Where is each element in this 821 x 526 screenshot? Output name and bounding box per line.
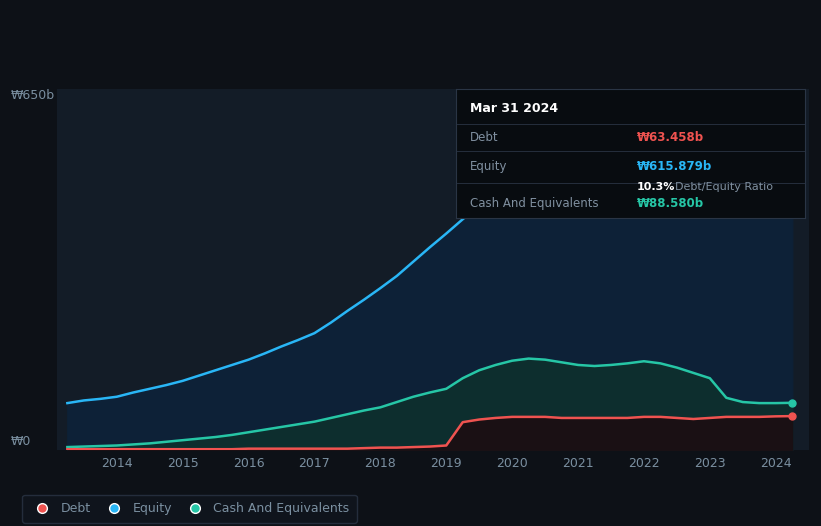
Text: ₩650b: ₩650b [11,89,55,103]
Text: ₩88.580b: ₩88.580b [637,197,704,210]
Text: ₩63.458b: ₩63.458b [637,132,704,144]
Text: Equity: Equity [470,159,507,173]
Text: Cash And Equivalents: Cash And Equivalents [470,197,599,210]
Text: Mar 31 2024: Mar 31 2024 [470,102,557,115]
Text: ₩615.879b: ₩615.879b [637,159,713,173]
Legend: Debt, Equity, Cash And Equivalents: Debt, Equity, Cash And Equivalents [22,495,357,523]
Text: Debt: Debt [470,132,498,144]
Text: ₩0: ₩0 [11,435,31,448]
Text: 10.3%: 10.3% [637,183,676,193]
Text: Debt/Equity Ratio: Debt/Equity Ratio [676,183,773,193]
